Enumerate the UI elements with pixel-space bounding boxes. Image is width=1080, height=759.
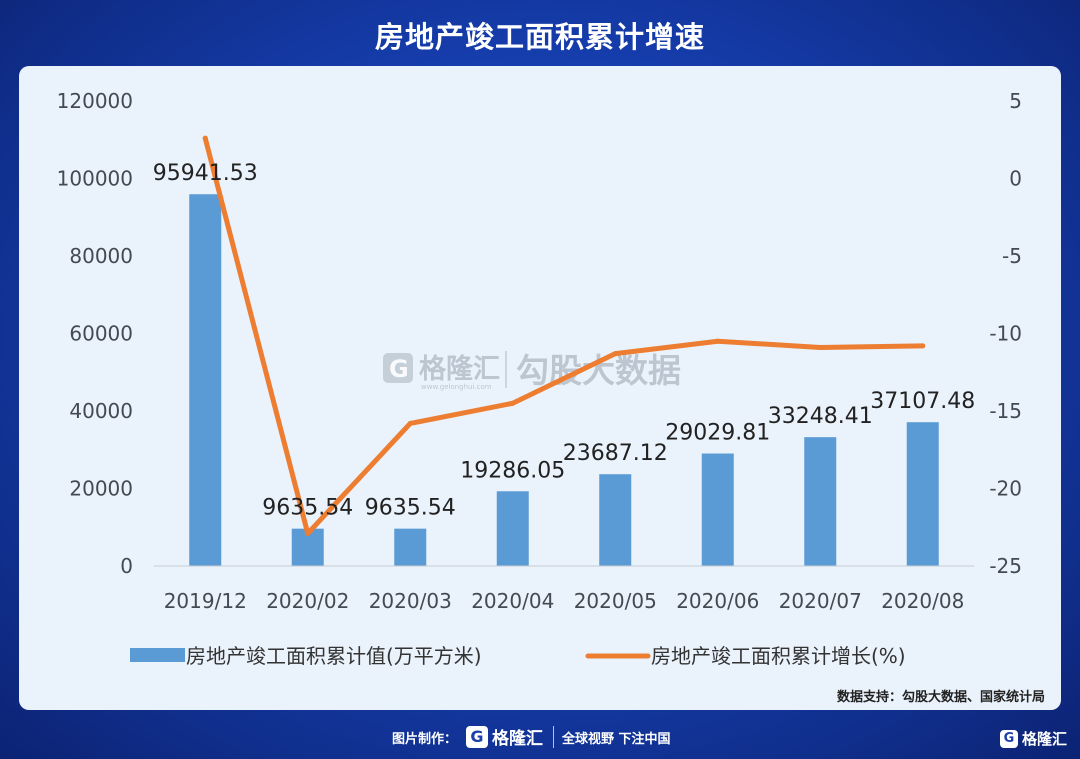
footer-slogan: 全球视野 下注中国 xyxy=(562,732,671,747)
bar xyxy=(394,528,427,566)
y-left-tick-label: 40000 xyxy=(69,399,133,423)
growth-point xyxy=(817,344,823,350)
y-left-tick-label: 0 xyxy=(120,554,133,578)
x-tick-label: 2020/07 xyxy=(779,589,862,613)
growth-point xyxy=(612,351,618,357)
y-left-tick-label: 60000 xyxy=(69,322,133,346)
bar-series xyxy=(189,194,939,567)
watermark-logo-box xyxy=(383,353,413,383)
bar-value-label: 19286.05 xyxy=(460,458,565,483)
growth-point xyxy=(202,135,208,141)
footer-logo: G 格隆汇 xyxy=(466,724,543,749)
bar-value-label: 9635.54 xyxy=(262,496,353,521)
chart-svg: G 格隆汇 www.gelonghui.com 勾股大数据 0 20000 4000… xyxy=(57,89,1045,705)
y-left-tick-label: 20000 xyxy=(69,477,133,501)
bar xyxy=(804,437,837,566)
y-left-tick-label: 100000 xyxy=(57,167,133,191)
watermark-sub: www.gelonghui.com xyxy=(421,383,492,391)
legend-bar-swatch xyxy=(130,648,185,662)
y-right-tick-label: 0 xyxy=(1009,167,1022,191)
legend-bar-label: 房地产竣工面积累计值(万平方米) xyxy=(186,644,482,668)
growth-point xyxy=(407,420,413,426)
y-right-tick-label: 5 xyxy=(1009,89,1022,113)
x-tick-label: 2020/03 xyxy=(369,589,452,613)
bar xyxy=(189,194,222,567)
watermark-logo-letter: G xyxy=(389,355,409,383)
x-tick-label: 2020/05 xyxy=(574,589,657,613)
y-left-tick-label: 120000 xyxy=(57,89,133,113)
bar-value-label: 29029.81 xyxy=(665,421,770,446)
footer-divider xyxy=(553,726,554,748)
x-axis: 2019/12 2020/02 2020/03 2020/04 2020/05 2020/… xyxy=(164,589,965,613)
growth-point xyxy=(305,530,311,536)
bar-value-label: 33248.41 xyxy=(768,404,873,429)
y-left-tick-label: 80000 xyxy=(69,244,133,268)
watermark: G 格隆汇 www.gelonghui.com 勾股大数据 xyxy=(383,351,681,391)
y-right-tick-label: -15 xyxy=(989,399,1022,423)
corner-logo-icon: G xyxy=(1000,729,1018,748)
legend: 房地产竣工面积累计值(万平方米) 房地产竣工面积累计增长(%) xyxy=(130,644,906,668)
bar-value-label: 9635.54 xyxy=(365,496,456,521)
growth-point xyxy=(920,343,926,349)
corner-logo-text: 格隆汇 xyxy=(1022,730,1068,748)
bar-value-label: 95941.53 xyxy=(153,161,258,186)
y-right-tick-label: -5 xyxy=(1002,244,1022,268)
x-tick-label: 2020/06 xyxy=(676,589,759,613)
y-axis-right: 5 0 -5 -10 -15 -20 -25 xyxy=(989,89,1022,578)
line-series xyxy=(202,135,926,536)
bar xyxy=(496,491,529,566)
growth-line xyxy=(202,135,926,536)
y-right-tick-label: -10 xyxy=(989,322,1022,346)
bar xyxy=(906,422,939,566)
source-note: 数据支持：勾股大数据、国家统计局 xyxy=(837,689,1045,705)
growth-point xyxy=(510,400,516,406)
bar xyxy=(701,453,734,566)
watermark-partner: 勾股大数据 xyxy=(516,351,681,390)
x-tick-label: 2020/04 xyxy=(471,589,554,613)
bar-value-label: 23687.12 xyxy=(563,441,668,466)
chart-title: 房地产竣工面积累计增速 xyxy=(374,20,705,54)
corner-logo: G 格隆汇 xyxy=(1000,728,1067,749)
growth-point xyxy=(715,338,721,344)
watermark-brand: 格隆汇 xyxy=(419,354,500,385)
x-tick-label: 2020/08 xyxy=(881,589,964,613)
footer-logo-icon: G xyxy=(466,725,488,748)
footer-logo-text: 格隆汇 xyxy=(492,729,543,749)
y-right-tick-label: -20 xyxy=(989,477,1022,501)
x-tick-label: 2020/02 xyxy=(266,589,349,613)
footer-credit: 图片制作： xyxy=(392,732,458,747)
y-axis-left: 0 20000 40000 60000 80000 100000 120000 xyxy=(57,89,133,578)
chart-panel: G 格隆汇 www.gelonghui.com 勾股大数据 0 20000 4000… xyxy=(19,66,1061,710)
footer: 图片制作： G 格隆汇 全球视野 下注中国 xyxy=(0,722,1080,752)
bar xyxy=(599,474,632,566)
bar-value-label: 37107.48 xyxy=(870,389,975,414)
x-tick-label: 2019/12 xyxy=(164,589,247,613)
y-right-tick-label: -25 xyxy=(989,554,1022,578)
legend-line-label: 房地产竣工面积累计增长(%) xyxy=(651,644,906,668)
